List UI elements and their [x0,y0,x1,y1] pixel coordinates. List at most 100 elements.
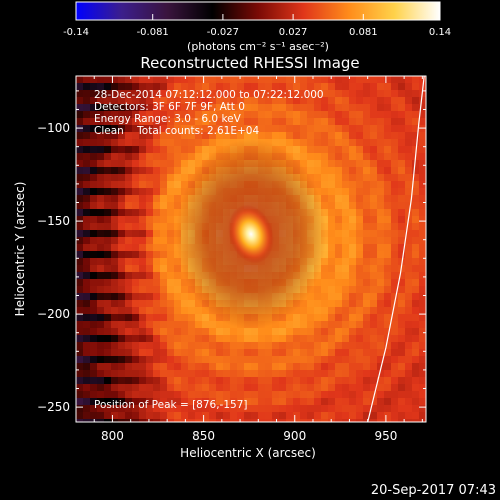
image-pixel [384,307,392,315]
image-pixel [279,349,287,357]
image-pixel [293,97,301,105]
image-pixel [111,90,119,98]
image-pixel [398,419,406,422]
image-pixel [321,300,329,308]
image-pixel [321,181,329,189]
image-pixel [286,419,294,422]
image-pixel [237,356,245,364]
image-pixel [132,160,140,168]
image-pixel [139,209,147,217]
image-pixel [167,314,175,322]
image-pixel [356,405,364,413]
image-pixel [405,286,413,294]
image-pixel [419,125,426,133]
image-pixel [125,286,133,294]
image-pixel [328,405,336,413]
image-pixel [384,258,392,266]
image-pixel [90,342,98,350]
image-pixel [90,391,98,399]
image-pixel [125,335,133,343]
image-pixel [398,412,406,420]
image-pixel [188,321,196,329]
image-pixel [321,174,329,182]
image-pixel [90,265,98,273]
image-pixel [384,76,392,84]
image-pixel [419,76,426,84]
image-pixel [125,160,133,168]
image-pixel [244,349,252,357]
image-pixel [132,405,140,413]
image-pixel [111,293,119,301]
image-pixel [153,202,161,210]
image-pixel [216,90,224,98]
image-pixel [391,349,399,357]
image-pixel [293,83,301,91]
image-pixel [104,384,112,392]
image-pixel [349,412,357,420]
image-pixel [244,398,252,406]
image-pixel [104,356,112,364]
image-pixel [118,146,126,154]
image-pixel [363,146,371,154]
image-pixel [398,251,406,259]
image-pixel [139,174,147,182]
image-pixel [153,223,161,231]
image-pixel [307,83,315,91]
image-pixel [265,335,273,343]
image-pixel [111,321,119,329]
image-pixel [132,202,140,210]
image-pixel [237,363,245,371]
image-pixel [104,258,112,266]
image-pixel [349,272,357,280]
image-pixel [279,139,287,147]
image-pixel [377,216,385,224]
colorbar-tick-label: -0.081 [137,27,169,38]
image-pixel [181,181,189,189]
image-pixel [83,174,91,182]
y-axis-label: Heliocentric Y (arcsec) [13,182,27,317]
image-pixel [167,342,175,350]
image-pixel [97,272,105,280]
image-pixel [97,76,105,84]
image-pixel [328,76,336,84]
image-pixel [419,216,426,224]
image-pixel [244,342,252,350]
image-pixel [188,405,196,413]
image-pixel [328,216,336,224]
image-pixel [76,153,84,161]
image-pixel [286,328,294,336]
image-pixel [265,90,273,98]
image-pixel [237,405,245,413]
image-pixel [132,111,140,119]
image-pixel [391,356,399,364]
image-pixel [412,391,420,399]
image-pixel [398,391,406,399]
image-pixel [153,244,161,252]
image-pixel [230,405,238,413]
image-pixel [265,363,273,371]
image-pixel [104,349,112,357]
image-pixel [237,125,245,133]
image-pixel [391,188,399,196]
image-pixel [118,405,126,413]
image-pixel [405,356,413,364]
image-pixel [363,328,371,336]
image-pixel [265,76,273,84]
image-pixel [244,405,252,413]
image-pixel [384,97,392,105]
image-pixel [153,258,161,266]
image-pixel [342,104,350,112]
image-pixel [139,167,147,175]
image-pixel [76,419,84,422]
image-pixel [356,104,364,112]
image-pixel [76,125,84,133]
image-pixel [328,314,336,322]
image-pixel [167,384,175,392]
image-pixel [188,167,196,175]
image-pixel [398,160,406,168]
image-pixel [293,391,301,399]
image-pixel [153,279,161,287]
image-pixel [307,398,315,406]
image-pixel [104,97,112,105]
image-pixel [195,97,203,105]
